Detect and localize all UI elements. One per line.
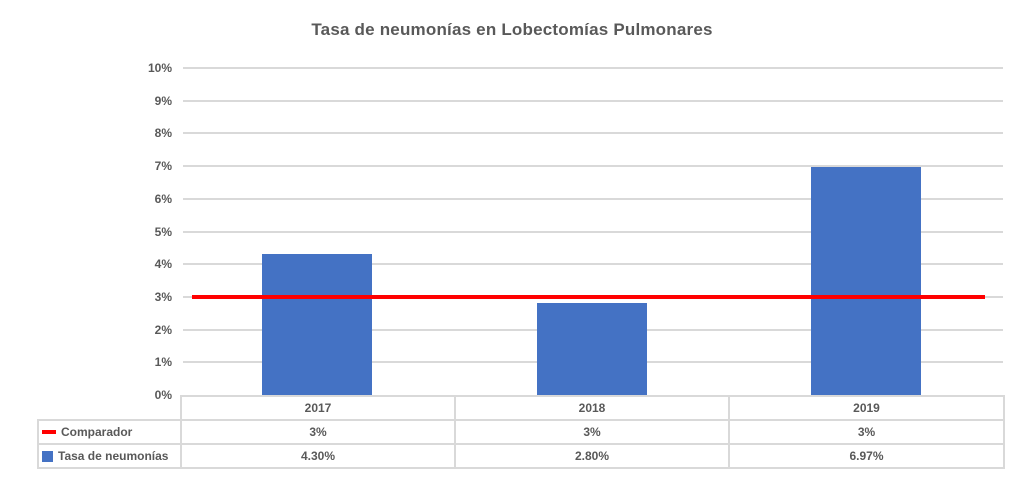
data-table: 2017 2018 2019 Comparador 3% 3% 3% Tasa … — [37, 395, 1005, 469]
y-axis-tick-label: 10% — [147, 61, 172, 75]
gridline — [183, 197, 1003, 200]
y-axis-tick-label: 6% — [154, 191, 172, 206]
comparador-legend-key-icon — [42, 430, 56, 434]
y-axis-tick-label: 8% — [154, 126, 172, 141]
comparator-value-cell: 3% — [180, 419, 456, 445]
rate-value-cell: 4.30% — [180, 443, 456, 469]
legend-cell-comparador: Comparador — [37, 419, 182, 445]
rate-value-cell: 2.80% — [454, 443, 730, 469]
bar-2018 — [536, 303, 647, 395]
gridline — [183, 99, 1003, 102]
legend-cell-tasa-de-neumonias: Tasa de neumonías — [37, 443, 182, 469]
y-axis-tick-label: 7% — [154, 159, 172, 174]
year-header-cell: 2018 — [454, 395, 730, 421]
y-axis-tick-label: 1% — [154, 355, 172, 370]
bar-2017 — [262, 254, 373, 395]
year-header-cell: 2017 — [180, 395, 456, 421]
series-name-label: Tasa de neumonías — [58, 449, 169, 463]
gridline — [183, 132, 1003, 135]
y-axis-labels: 0% 1% 2% 3% 4% 5% 6% 7% 8% 9% 10% — [0, 61, 172, 402]
series-name-label: Comparador — [61, 425, 133, 439]
bar-2019 — [810, 167, 921, 395]
rate-row: Tasa de neumonías 4.30% 2.80% 6.97% — [37, 443, 1005, 469]
gridline — [183, 165, 1003, 168]
gridline — [183, 230, 1003, 233]
comparator-value-cell: 3% — [728, 419, 1005, 445]
y-axis-tick-label: 5% — [154, 224, 172, 239]
gridline — [183, 263, 1003, 266]
table-corner-spacer — [38, 396, 181, 420]
y-axis-tick-label: 9% — [154, 93, 172, 108]
year-header-row: 2017 2018 2019 — [38, 395, 1005, 421]
rate-value-cell: 6.97% — [728, 443, 1005, 469]
y-axis-tick-label: 0% — [154, 388, 172, 402]
chart-title: Tasa de neumonías en Lobectomías Pulmona… — [311, 20, 713, 39]
plot-area: 0% 1% 2% 3% 4% 5% 6% 7% 8% 9% 10% — [148, 61, 1003, 402]
y-axis-tick-label: 2% — [154, 322, 172, 337]
comparator-line — [192, 294, 985, 299]
tasa-legend-key-icon — [42, 450, 53, 462]
year-header-cell: 2019 — [728, 395, 1005, 421]
gridline — [183, 67, 1003, 69]
y-axis-tick-label: 3% — [154, 289, 172, 304]
comparator-value-cell: 3% — [454, 419, 730, 445]
comparator-row: Comparador 3% 3% 3% — [37, 419, 1005, 445]
y-axis-tick-label: 4% — [154, 257, 172, 272]
